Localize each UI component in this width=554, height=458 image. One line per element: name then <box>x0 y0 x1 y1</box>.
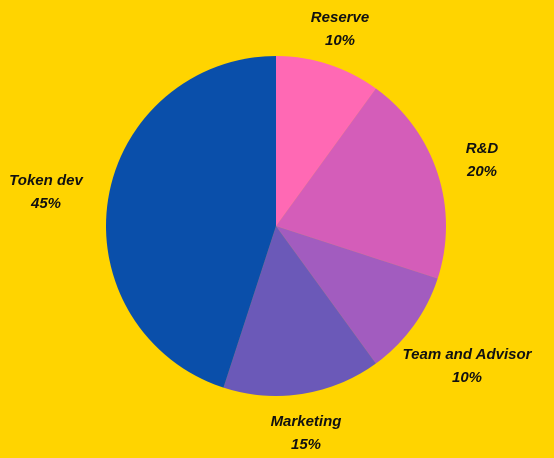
slice-label: R&D <box>466 140 499 157</box>
pie-slice-marketing <box>223 226 376 396</box>
slice-label: Team and Advisor <box>403 346 533 363</box>
slice-value-label: 45% <box>30 195 61 212</box>
pie-slice-team-and-advisor <box>276 226 438 364</box>
slice-value-label: 10% <box>325 32 355 49</box>
slice-value-label: 10% <box>452 369 482 386</box>
pie-slice-token-dev <box>106 56 276 388</box>
slice-value-label: 15% <box>291 436 321 453</box>
pie-slices <box>106 56 446 396</box>
pie-labels: Reserve 10% R&D 20% Team and Advisor 10% Marke… <box>9 9 532 453</box>
pie-slice-reserve <box>276 56 376 226</box>
slice-value-label: 20% <box>466 163 497 180</box>
slice-label: Token dev <box>9 172 84 189</box>
slice-label: Marketing <box>271 413 342 430</box>
pie-slice-r-d <box>276 88 446 279</box>
slice-label: Reserve <box>311 9 369 26</box>
